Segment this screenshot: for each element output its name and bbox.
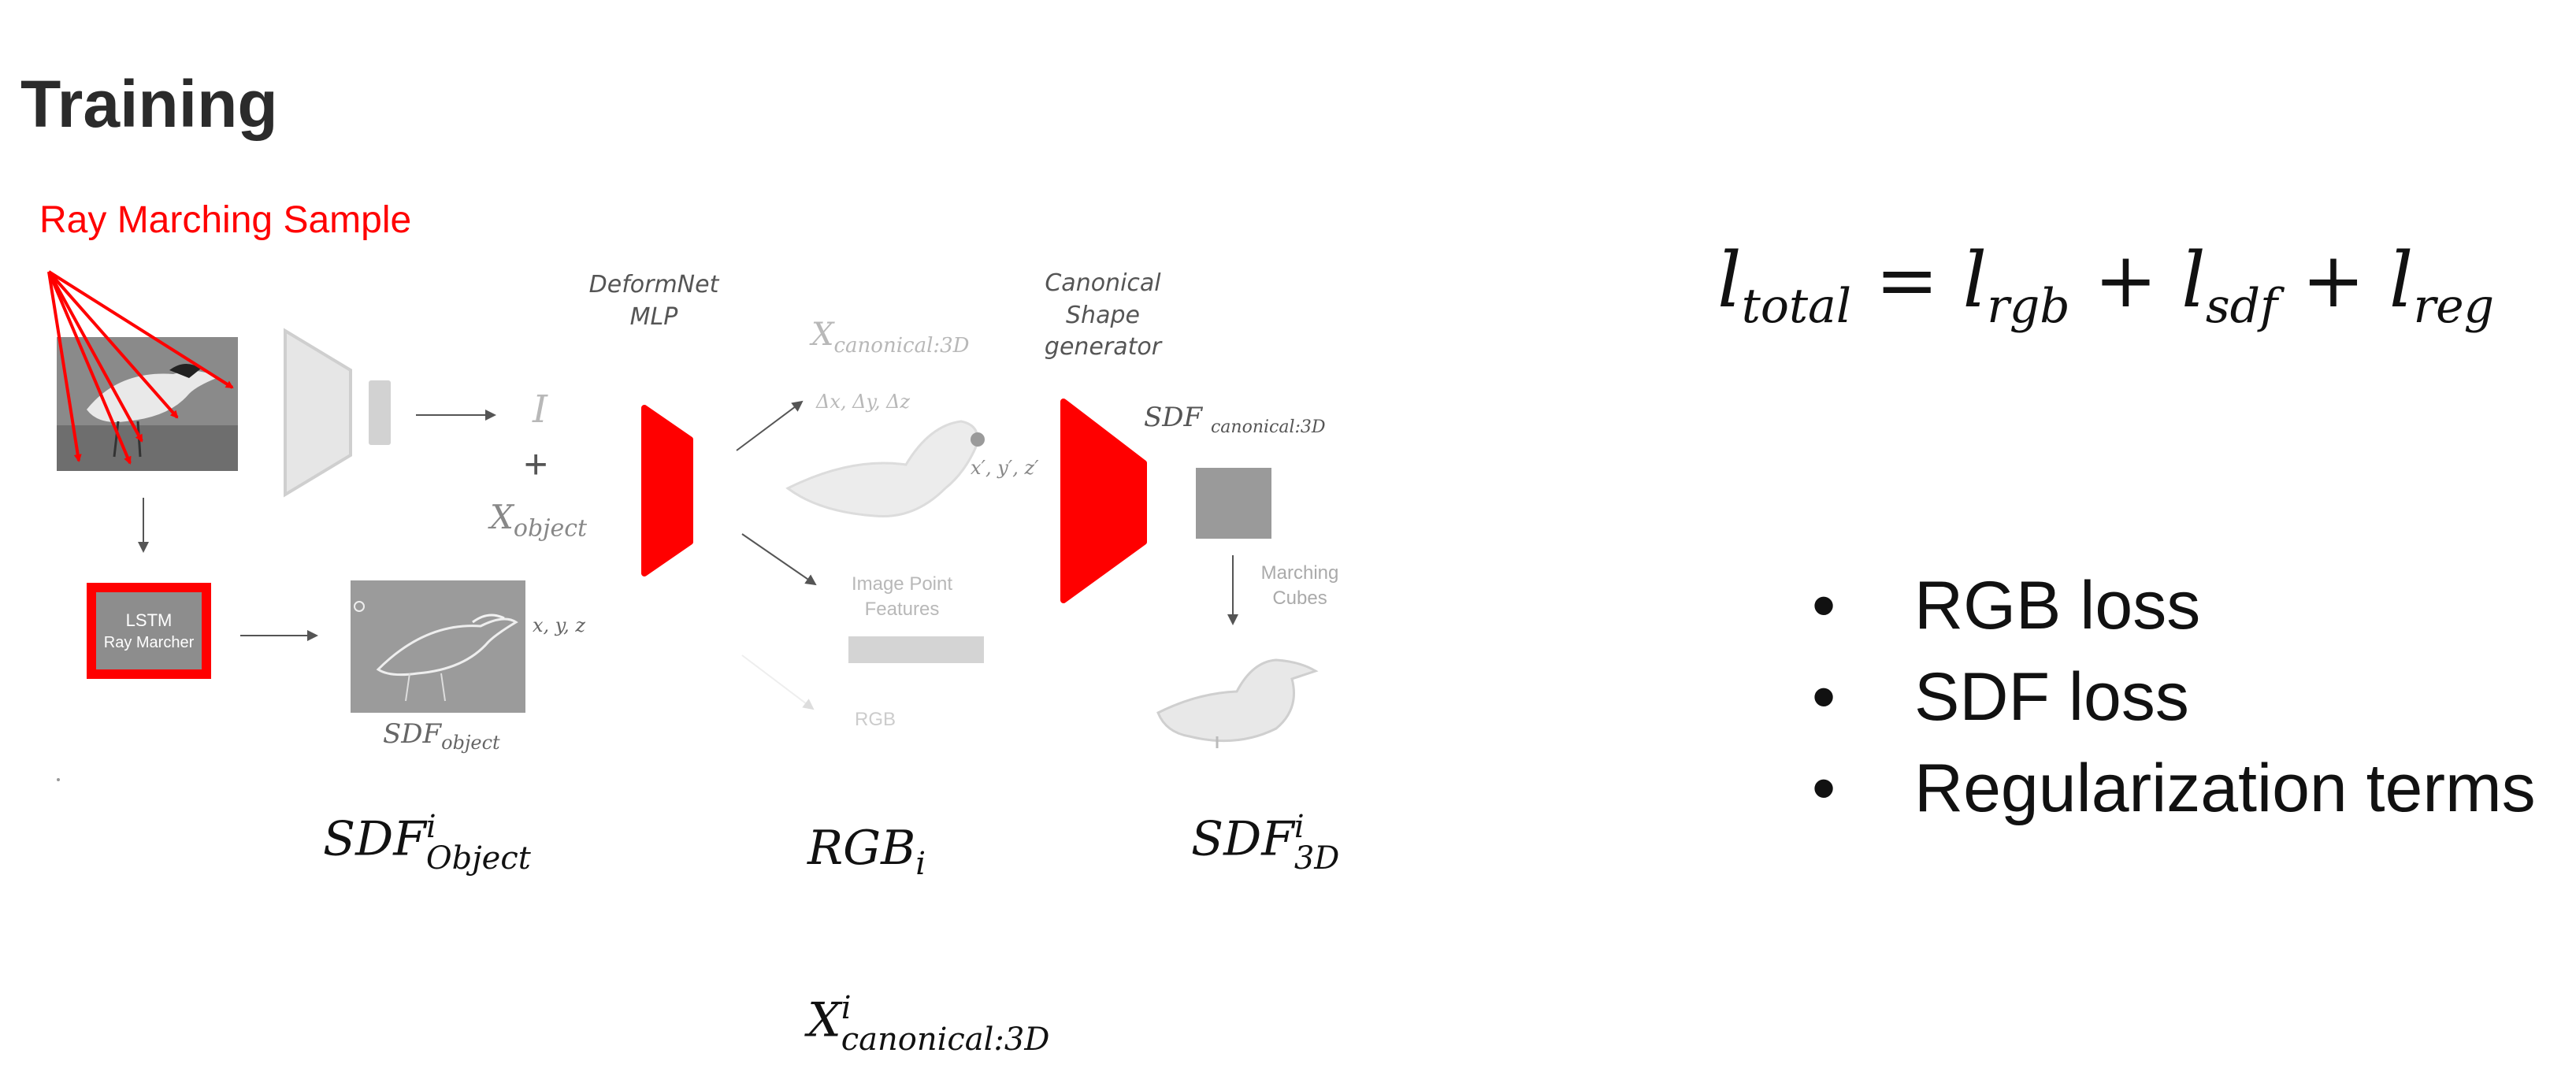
deformnet-block-icon <box>641 405 693 577</box>
label-delta: Δx, Δy, Δz <box>816 391 911 413</box>
eq-sdf-object: SDF i Object <box>323 811 531 874</box>
bird-3d-mesh-icon <box>1156 658 1319 748</box>
deformnet-line2: MLP <box>629 302 678 331</box>
x-object-sub: object <box>513 514 588 543</box>
loss-l2: l <box>1962 236 1988 324</box>
loss-l3: l <box>2181 236 2206 324</box>
canonical-gen-line1: Canonical <box>1045 269 1161 297</box>
lstm-label: LSTM Ray Marcher <box>96 610 202 653</box>
label-sdf-object: SDFobject <box>383 718 500 754</box>
image-point-feature-bar <box>848 636 984 663</box>
ray-marching-sample-label: Ray Marching Sample <box>39 199 412 241</box>
deformnet-caption: DeformNet MLP <box>575 269 733 333</box>
loss-sub-rgb: rgb <box>1987 279 2070 335</box>
x-canon-base: X <box>811 317 834 353</box>
canonical-gen-line2: Shape <box>1066 301 1140 329</box>
image-point-line2: Features <box>864 599 940 621</box>
encoder-trapezoid-icon <box>284 328 352 498</box>
eq-sdf-3d-base: SDF <box>1191 811 1294 867</box>
sdf-canonical-square <box>1196 468 1271 539</box>
eq-rgb-sub: i <box>915 846 926 882</box>
loss-bullet-list: RGB loss SDF loss Regularization terms <box>1812 567 2536 841</box>
canonical-bird-icon <box>785 420 985 518</box>
loss-sub-sdf: sdf <box>2205 279 2278 335</box>
label-x-object: Xobject <box>490 498 587 542</box>
label-plus: + <box>524 442 548 488</box>
lstm-label-line1: LSTM <box>125 610 173 630</box>
eq-x-canon-sub: canonical:3D <box>841 1021 1050 1058</box>
label-rgb-faint: RGB <box>855 709 896 730</box>
eq-sdf-3d-sub: 3D <box>1294 840 1340 877</box>
x-canon-sub: canonical:3D <box>833 334 970 358</box>
sdf-canon-sub: canonical:3D <box>1210 417 1326 437</box>
eq-sdf-object-sub: Object <box>425 840 531 877</box>
sdf-object-sub: object <box>441 731 500 754</box>
loss-equation: ltotal = lrgb + lsdf + lreg <box>1717 236 2494 334</box>
canonical-generator-block-icon <box>1060 399 1147 603</box>
loss-l1: l <box>1717 236 1742 324</box>
eq-x-canon-sup: i <box>841 990 852 1026</box>
eq-rgb: RGBi <box>807 821 926 882</box>
x-object-base: X <box>490 498 514 536</box>
ray-arrows <box>47 270 234 465</box>
marching-line1: Marching <box>1260 562 1339 584</box>
label-x-canonical: Xcanonical:3D <box>811 317 970 358</box>
sdf-object-base: SDF <box>383 718 442 750</box>
canonical-generator-caption: Canonical Shape generator <box>1024 268 1182 364</box>
lstm-label-line2: Ray Marcher <box>103 633 195 651</box>
label-xyz: x, y, z <box>533 614 586 636</box>
bullet-sdf-loss: SDF loss <box>1812 658 2536 750</box>
sdf-canon-base: SDF <box>1144 402 1203 433</box>
loss-plus-2: + <box>2277 236 2389 324</box>
sdf-bird-sketch-icon <box>351 580 525 713</box>
label-sdf-canonical: SDF canonical:3D <box>1144 402 1326 437</box>
marching-line2: Cubes <box>1272 588 1327 610</box>
eq-rgb-base: RGB <box>807 821 916 876</box>
page-title: Training <box>20 67 278 141</box>
eq-sdf-3d-sup: i <box>1294 809 1305 845</box>
eq-sdf-3d: SDF i 3D <box>1191 811 1339 874</box>
deformnet-line1: DeformNet <box>588 271 719 298</box>
loss-l4: l <box>2389 236 2414 324</box>
label-I: I <box>533 387 547 432</box>
label-marching-cubes: Marching Cubes <box>1253 561 1347 612</box>
bullet-rgb-loss: RGB loss <box>1812 567 2536 658</box>
loss-sub-reg: reg <box>2413 279 2495 335</box>
eq-x-canon-base: X <box>807 992 841 1048</box>
image-point-line1: Image Point <box>851 573 953 595</box>
bullet-regularization: Regularization terms <box>1812 750 2536 841</box>
eq-sdf-object-base: SDF <box>323 811 426 867</box>
feature-vector <box>369 380 391 445</box>
loss-plus-1: + <box>2069 236 2182 324</box>
canonical-gen-line3: generator <box>1044 333 1162 361</box>
label-image-point-features: Image Point Features <box>835 572 969 623</box>
loss-sub-total: total <box>1741 279 1852 335</box>
training-diagram <box>47 270 1319 781</box>
eq-sdf-object-sup: i <box>425 809 436 845</box>
loss-equals: = <box>1851 236 1963 324</box>
label-xprime: x′, y′, z′ <box>971 457 1039 479</box>
